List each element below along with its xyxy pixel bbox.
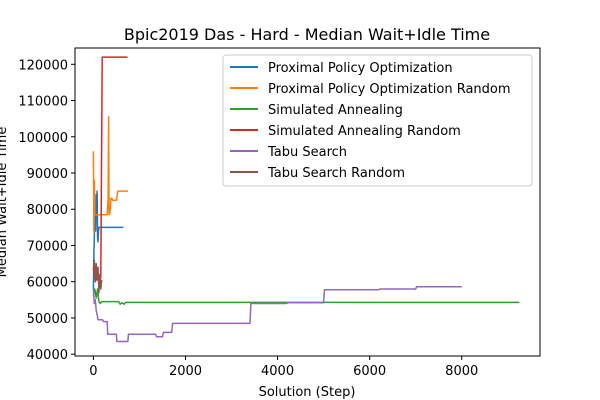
y-axis-label: Median Wait+Idle Time	[0, 127, 10, 278]
y-tick-label: 50000	[27, 312, 68, 327]
legend-label: Proximal Policy Optimization Random	[268, 82, 511, 97]
y-tick-label: 110000	[18, 95, 68, 110]
legend: Proximal Policy Optimization Proximal Pol…	[222, 54, 533, 187]
legend-label: Proximal Policy Optimization	[268, 61, 453, 76]
y-tick-label: 60000	[27, 276, 68, 291]
y-tick-label: 100000	[18, 131, 68, 146]
legend-box	[222, 54, 533, 187]
x-tick-label: 6000	[353, 364, 386, 379]
series-layer	[92, 56, 520, 343]
plot-frame	[74, 47, 541, 357]
series-line-1	[92, 116, 128, 234]
legend-label: Tabu Search	[267, 145, 347, 160]
y-tick-label: 40000	[27, 348, 68, 363]
series-line-4	[92, 286, 462, 343]
x-tick-label: 0	[89, 364, 97, 379]
chart-title: Bpic2019 Das - Hard - Median Wait+Idle T…	[124, 25, 490, 44]
legend-label: Simulated Annealing	[268, 103, 403, 118]
legend-label: Tabu Search Random	[267, 166, 405, 181]
axes-layer: 0 2000 4000 6000 8000 40000 50000 60000 70000 800…	[18, 47, 541, 379]
x-axis-label: Solution (Step)	[259, 385, 356, 400]
x-tick-label: 4000	[261, 364, 294, 379]
x-tick-label: 2000	[169, 364, 202, 379]
y-tick-label: 70000	[27, 239, 68, 254]
series-line-2	[92, 288, 520, 305]
y-tick-label: 90000	[27, 167, 68, 182]
x-tick-label: 8000	[445, 364, 478, 379]
legend-label: Simulated Annealing Random	[268, 124, 461, 139]
series-line-5	[92, 259, 103, 294]
y-tick-label: 80000	[27, 203, 68, 218]
series-line-3	[92, 56, 128, 283]
y-tick-label: 120000	[18, 58, 68, 73]
